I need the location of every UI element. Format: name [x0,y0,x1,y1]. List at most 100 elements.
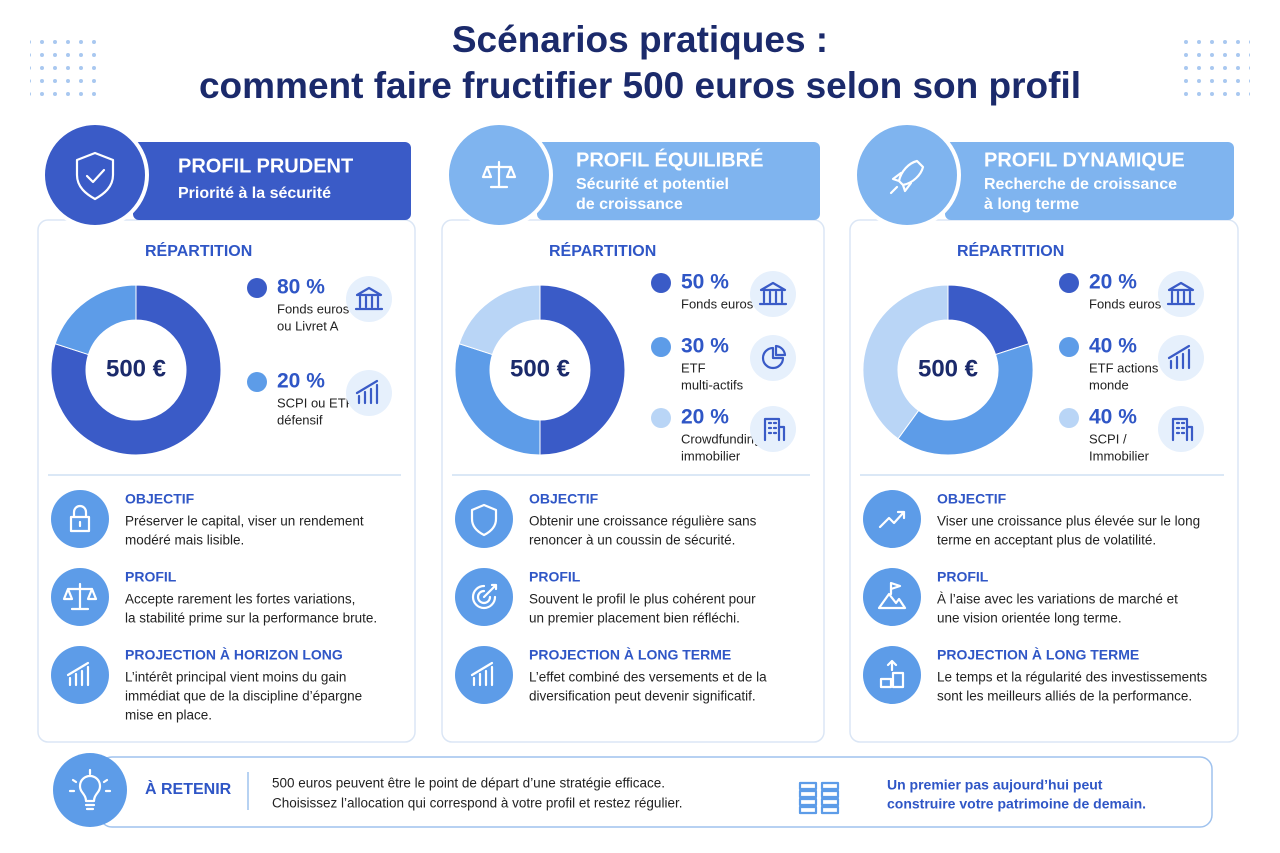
icon [761,344,787,370]
icon-part [470,661,494,687]
section-icon-circle [455,646,513,704]
icon [68,768,112,811]
profile-name: PROFIL DYNAMIQUE [984,149,1185,171]
allocation-value: 20 % [277,370,325,393]
allocation-label: Fonds euros [681,296,754,311]
profile-name: PROFIL PRUDENT [178,155,353,177]
allocation-label: SCPI / [1089,431,1127,446]
icon [798,781,840,815]
donut-segment [539,284,626,456]
section-title: PROFIL [937,569,989,585]
profile-name: PROFIL ÉQUILIBRÉ [576,148,763,171]
legend-dot [651,273,671,293]
allocation-label: ETF actions [1089,360,1159,375]
icon [877,581,907,610]
icon-part [798,789,840,799]
icon-part [758,281,788,306]
icon [62,582,98,611]
donut-segment [50,284,222,456]
section-title: PROFIL [125,569,177,585]
donut-center: 500 € [106,355,166,382]
icon [1166,281,1196,306]
icon [470,661,494,687]
icon-part [354,286,384,311]
section-text: un premier placement bien réfléchi. [529,611,740,626]
icon [758,281,788,306]
legend-dot [247,278,267,298]
icon-part [470,503,498,537]
profile-subtitle: Sécurité et potentiel [576,176,729,193]
section-icon-circle [863,490,921,548]
icon-part [889,159,925,195]
allocation-value: 40 % [1089,335,1137,358]
allocation-value: 50 % [681,271,729,294]
icon-part [878,510,906,529]
section-text: Souvent le profil le plus cohérent pour [529,592,756,607]
icon-part [481,160,517,189]
card-header [537,142,820,220]
icon-part [66,661,90,687]
legend-dot [1059,273,1079,293]
section-icon-circle [51,490,109,548]
icon [69,504,91,533]
icon-part [761,344,787,370]
icon [763,417,786,442]
donut-center: 500 € [510,355,570,382]
icon [355,379,379,405]
donut-segment [897,343,1034,456]
icon [879,659,905,689]
section-text: Préserver le capital, viser un rendement [125,514,364,529]
icon [1167,344,1191,370]
donut-segment [458,284,541,356]
section-heading: RÉPARTITION [145,241,252,260]
allocation-icon-circle [346,276,392,322]
footer-text: 500 euros peuvent être le point de dépar… [272,776,665,791]
icon [1171,417,1194,442]
icon-part [798,805,840,815]
legend-dot [651,408,671,428]
icon-part [471,583,498,610]
legend-dot [247,372,267,392]
icon-part [877,581,907,610]
card-header [945,142,1234,220]
profile-subtitle: de croissance [576,196,683,213]
icon-part [75,151,115,201]
icon-part [763,417,786,442]
section-title: PROFIL [529,569,581,585]
section-title: OBJECTIF [529,491,599,507]
icon-part [798,797,840,807]
profile-subtitle: Priorité à la sécurité [178,185,331,202]
profile-subtitle: à long terme [984,196,1079,213]
allocation-value: 20 % [681,406,729,429]
section-text: sont les meilleurs alliés de la performa… [937,689,1192,704]
allocation-label: Crowdfunding [681,431,761,446]
footer-note: Un premier pas aujourd’hui peut [887,777,1103,793]
dot-grid [30,33,100,103]
section-text: terme en acceptant plus de volatilité. [937,533,1156,548]
title: Scénarios pratiques : [452,19,828,60]
section-text: mise en place. [125,708,212,723]
icon-part [1167,344,1191,370]
icon [481,160,517,189]
section-text: L’intérêt principal vient moins du gain [125,670,346,685]
icon-part [62,582,98,611]
footer-note: construire votre patrimoine de demain. [887,796,1146,812]
icon [471,583,498,610]
allocation-label: ou Livret A [277,318,339,333]
icon-part [68,768,112,811]
header-icon-circle [41,121,149,229]
footer-heading: À RETENIR [145,779,232,798]
donut-center: 500 € [918,355,978,382]
donut-segment [454,343,541,456]
legend-dot [1059,408,1079,428]
icon-part [85,168,106,184]
donut-segment [54,284,137,356]
icon-part [879,659,905,689]
section-text: Obtenir une croissance régulière sans [529,514,757,529]
allocation-icon-circle [1158,271,1204,317]
section-heading: RÉPARTITION [549,241,656,260]
section-text: la stabilité prime sur la performance br… [125,611,377,626]
section-title: OBJECTIF [125,491,195,507]
title: comment faire fructifier 500 euros selon… [199,65,1081,106]
